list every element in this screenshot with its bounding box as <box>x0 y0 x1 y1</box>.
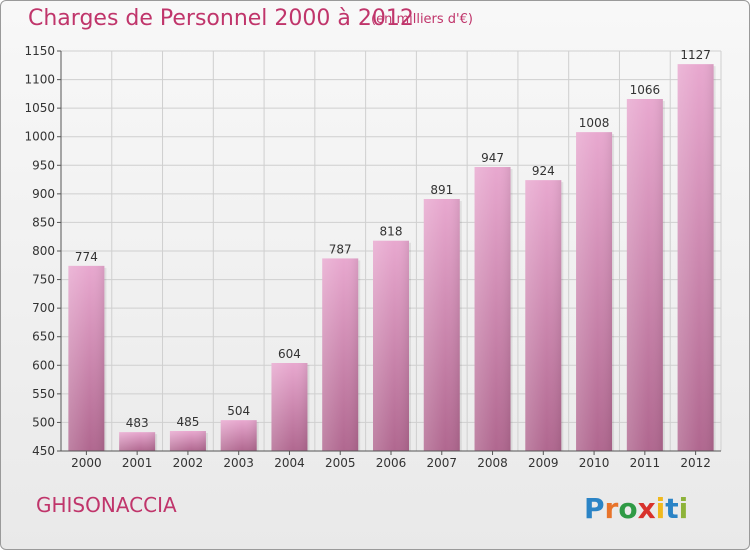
bar-value-label: 818 <box>380 225 403 239</box>
y-tick-label: 900 <box>32 187 55 201</box>
bar-highlight <box>576 132 613 451</box>
x-tick-label: 2000 <box>71 456 102 470</box>
x-tick-label: 2007 <box>426 456 457 470</box>
x-tick-label: 2002 <box>173 456 204 470</box>
bar-highlight <box>373 240 409 451</box>
x-tick-label: 2010 <box>579 456 610 470</box>
x-tick-label: 2009 <box>528 456 559 470</box>
x-tick-label: 2008 <box>477 456 508 470</box>
bar-value-label: 924 <box>532 164 555 178</box>
y-tick-label: 650 <box>32 330 55 344</box>
bar-highlight <box>119 432 156 451</box>
y-tick-label: 850 <box>32 215 55 229</box>
bar-value-label: 1127 <box>680 48 711 62</box>
proxiti-logo: Proxiti <box>584 492 688 525</box>
commune-name: GHISONACCIA <box>36 493 177 517</box>
x-tick-label: 2003 <box>223 456 254 470</box>
bar-highlight <box>626 99 663 451</box>
y-tick-label: 450 <box>32 444 55 458</box>
y-tick-label: 950 <box>32 158 55 172</box>
x-tick-label: 2004 <box>274 456 305 470</box>
bar-highlight <box>677 64 714 451</box>
x-tick-label: 2011 <box>630 456 661 470</box>
bar-value-label: 774 <box>75 250 98 264</box>
y-tick-label: 1100 <box>24 73 55 87</box>
bar-value-label: 485 <box>176 415 199 429</box>
y-tick-label: 1150 <box>24 44 55 58</box>
y-tick-label: 600 <box>32 358 55 372</box>
bar-value-label: 1008 <box>579 116 610 130</box>
bar-highlight <box>169 431 206 451</box>
y-tick-label: 550 <box>32 387 55 401</box>
bar-value-label: 891 <box>430 183 453 197</box>
bar-value-label: 1066 <box>630 83 661 97</box>
bar-value-label: 787 <box>329 242 352 256</box>
y-tick-label: 1000 <box>24 130 55 144</box>
y-tick-label: 1050 <box>24 101 55 115</box>
bar-highlight <box>525 180 562 451</box>
x-tick-label: 2005 <box>325 456 356 470</box>
bar-highlight <box>220 420 257 451</box>
bars: 774 483 485 504 604 787 818 891 947 924 1008 1066 11… <box>68 48 716 452</box>
y-tick-label: 750 <box>32 273 55 287</box>
bar-value-label: 604 <box>278 347 301 361</box>
x-tick-label: 2006 <box>376 456 407 470</box>
axes: 450 500 550 600 650 700 750 800 850 900 950 1000 105… <box>24 44 721 470</box>
bar-value-label: 483 <box>126 416 149 430</box>
y-tick-label: 700 <box>32 301 55 315</box>
bar-value-label: 504 <box>227 404 250 418</box>
y-tick-label: 800 <box>32 244 55 258</box>
chart-unit: (en milliers d'€) <box>371 12 473 27</box>
chart-title: Charges de Personnel 2000 à 2012 <box>28 6 414 31</box>
bar-highlight <box>322 258 359 451</box>
y-tick-label: 500 <box>32 415 55 429</box>
bar-highlight <box>474 167 511 451</box>
svg-text:Proxiti: Proxiti <box>584 492 688 525</box>
bar-value-label: 947 <box>481 151 504 165</box>
bar-highlight <box>68 265 105 451</box>
bar-highlight <box>423 199 460 451</box>
bar-highlight <box>271 363 308 451</box>
x-tick-label: 2001 <box>122 456 153 470</box>
x-tick-label: 2012 <box>680 456 711 470</box>
